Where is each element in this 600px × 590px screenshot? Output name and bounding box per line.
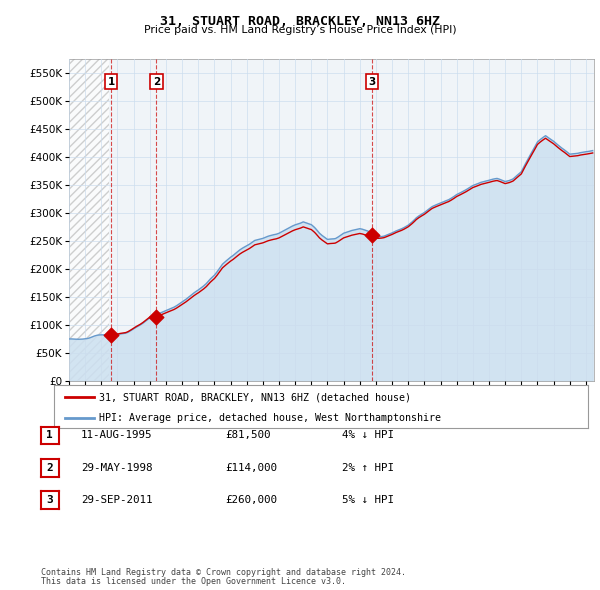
Text: HPI: Average price, detached house, West Northamptonshire: HPI: Average price, detached house, West… bbox=[100, 414, 442, 424]
Text: This data is licensed under the Open Government Licence v3.0.: This data is licensed under the Open Gov… bbox=[41, 577, 346, 586]
Text: Contains HM Land Registry data © Crown copyright and database right 2024.: Contains HM Land Registry data © Crown c… bbox=[41, 568, 406, 577]
Text: 2: 2 bbox=[153, 77, 160, 87]
Bar bbox=[69, 59, 109, 381]
Text: 1: 1 bbox=[46, 431, 53, 440]
Text: Price paid vs. HM Land Registry’s House Price Index (HPI): Price paid vs. HM Land Registry’s House … bbox=[143, 25, 457, 35]
Text: 3: 3 bbox=[368, 77, 376, 87]
Text: £260,000: £260,000 bbox=[225, 496, 277, 505]
Text: 29-MAY-1998: 29-MAY-1998 bbox=[81, 463, 152, 473]
Text: £81,500: £81,500 bbox=[225, 431, 271, 440]
Text: 3: 3 bbox=[46, 496, 53, 505]
Text: 31, STUART ROAD, BRACKLEY, NN13 6HZ (detached house): 31, STUART ROAD, BRACKLEY, NN13 6HZ (det… bbox=[100, 392, 412, 402]
Text: 2: 2 bbox=[46, 463, 53, 473]
Text: 1: 1 bbox=[107, 77, 115, 87]
Text: 11-AUG-1995: 11-AUG-1995 bbox=[81, 431, 152, 440]
Text: 5% ↓ HPI: 5% ↓ HPI bbox=[342, 496, 394, 505]
Text: 31, STUART ROAD, BRACKLEY, NN13 6HZ: 31, STUART ROAD, BRACKLEY, NN13 6HZ bbox=[160, 15, 440, 28]
Text: 2% ↑ HPI: 2% ↑ HPI bbox=[342, 463, 394, 473]
Point bbox=[106, 330, 116, 340]
Point bbox=[367, 231, 377, 240]
Text: £114,000: £114,000 bbox=[225, 463, 277, 473]
Point bbox=[152, 312, 161, 322]
Text: 4% ↓ HPI: 4% ↓ HPI bbox=[342, 431, 394, 440]
Text: 29-SEP-2011: 29-SEP-2011 bbox=[81, 496, 152, 505]
